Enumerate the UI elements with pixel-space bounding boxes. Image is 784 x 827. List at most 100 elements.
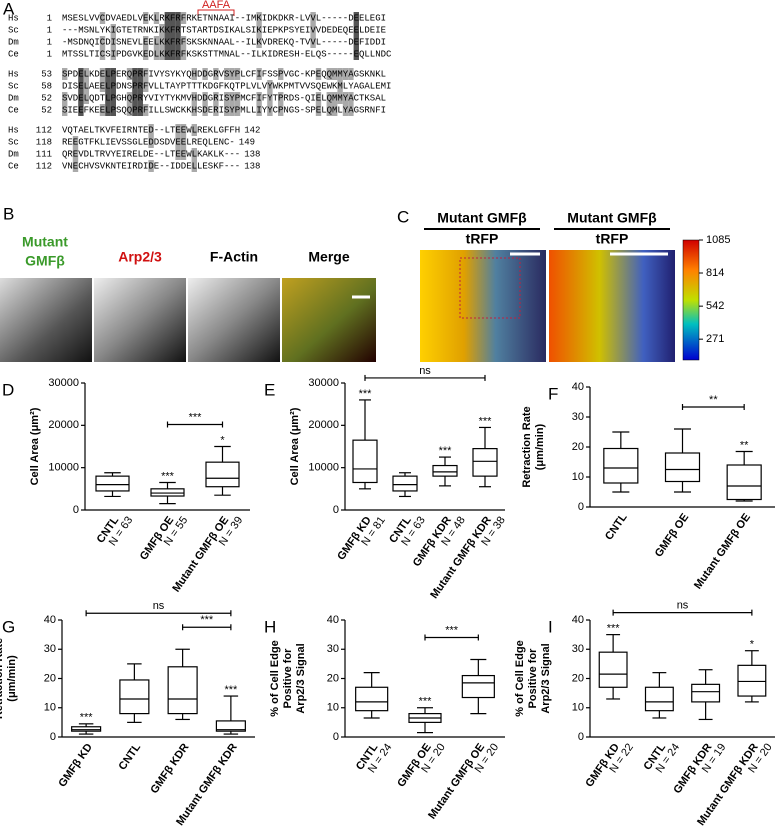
residue-shade: [337, 92, 343, 104]
residue-shade: [256, 68, 262, 80]
box: [432, 464, 458, 477]
panel-label: B: [3, 204, 14, 223]
residue-shade: [191, 160, 197, 172]
sequence: REEGTFKLIEVSSGLEDDSDVEELREQLENC-: [62, 137, 235, 147]
y-tick-label: 30000: [48, 377, 79, 389]
y-tick-label: 30: [44, 643, 56, 655]
panel-label: A: [3, 0, 15, 18]
residue-shade: [105, 104, 111, 116]
residue-shade: [342, 104, 349, 116]
residue-shade: [326, 92, 332, 104]
residue-shade: [326, 68, 332, 80]
box: [71, 726, 102, 732]
residue-shade: [148, 136, 154, 148]
residue-shade: [256, 24, 262, 36]
residue-shade: [202, 68, 208, 80]
image-header: Merge: [308, 249, 349, 265]
x-tick-label: Mutant GMFβ OE: [692, 512, 753, 592]
panel-b: B Mutant GMFβ Arp2/3 F-Actin Merge: [0, 204, 376, 362]
residue-shade: [83, 68, 89, 80]
residue-shade: [153, 12, 160, 24]
residue-shade: [105, 80, 111, 92]
panel-label: E: [264, 380, 275, 399]
sequence: DISELAEELPDNSPRFVLLTAYPTTTKDGFKQTPLVLVYW…: [62, 81, 391, 91]
box: [598, 651, 628, 688]
colorbar-label: 271: [706, 333, 724, 345]
species: Sc: [8, 81, 19, 91]
y-tick-label: 10000: [48, 462, 79, 474]
bracket-label: ns: [153, 600, 165, 612]
residue-shade: [132, 104, 138, 116]
micrograph: [94, 278, 186, 362]
box: [355, 686, 389, 712]
start-index: 118: [36, 137, 52, 147]
sequence: MSESLVVCDVAEDLVEKLRKFRFRKETNNAAI--IMKIDK…: [62, 13, 386, 23]
micrograph: [0, 278, 92, 362]
significance: ***: [419, 696, 433, 708]
residue-shade: [126, 92, 133, 104]
image-header: Mutant GMFβ: [567, 210, 657, 226]
significance: ***: [439, 445, 453, 457]
box: [392, 475, 418, 492]
colorbar: [682, 239, 700, 361]
residue-shade: [191, 68, 197, 80]
image-header: GMFβ: [25, 253, 65, 269]
y-axis-label: Arp2/3 Signal: [295, 643, 307, 713]
residue-shade: [110, 104, 116, 116]
residue-shade: [132, 80, 138, 92]
species: Dm: [8, 149, 19, 159]
image-header: Arp2/3: [118, 249, 162, 265]
significance: ***: [607, 623, 621, 635]
residue-shade: [332, 92, 338, 104]
species: Ce: [8, 49, 19, 59]
motif-label: AAFA: [202, 0, 231, 11]
y-tick-label: 30000: [308, 377, 339, 389]
y-axis-label: Cell Area (μm²): [289, 407, 301, 485]
significance: ***: [80, 712, 94, 724]
residue-shade: [267, 92, 273, 104]
residue-shade: [62, 92, 68, 104]
panel-label: I: [548, 617, 553, 636]
residue-shade: [164, 36, 170, 48]
residue-shade: [105, 68, 111, 80]
image-header: F-Actin: [210, 249, 258, 265]
residue-shade: [99, 80, 106, 92]
species: Dm: [8, 37, 19, 47]
residue-shade: [310, 36, 316, 48]
residue-shade: [180, 148, 187, 160]
residue-shade: [62, 104, 68, 116]
residue-shade: [175, 12, 181, 24]
x-tick-label: GMFβ KD: [56, 741, 95, 789]
y-tick-label: 0: [50, 731, 56, 743]
sequence: VQTAELTKVFEIRNTED--LTEEWLREKLGFFH: [62, 125, 240, 135]
residue-shade: [153, 48, 160, 60]
y-axis-label: Positive for: [527, 648, 539, 709]
y-tick-label: 40: [572, 614, 584, 626]
residue-shade: [337, 68, 343, 80]
residue-shade: [132, 68, 138, 80]
residue-shade: [143, 104, 149, 116]
residue-shade: [143, 80, 149, 92]
x-tick-label: CNTL: [117, 741, 144, 772]
box: [664, 452, 701, 483]
y-tick-label: 10: [327, 702, 339, 714]
residue-shade: [137, 68, 143, 80]
image-header: tRFP: [596, 231, 629, 247]
y-axis-label: Arp2/3 Signal: [540, 643, 552, 713]
residue-shade: [310, 24, 316, 36]
residue-shade: [332, 68, 338, 80]
y-axis-label: Retraction Rate: [0, 638, 5, 719]
residue-shade: [72, 136, 79, 148]
box: [167, 666, 198, 715]
species: Sc: [8, 137, 19, 147]
residue-shade: [110, 80, 116, 92]
y-tick-label: 20000: [48, 419, 79, 431]
residue-shade: [99, 68, 106, 80]
bracket-label: ns: [419, 365, 431, 377]
residue-shade: [191, 148, 197, 160]
box: [352, 439, 378, 484]
residue-shade: [78, 92, 84, 104]
residue-shade: [267, 80, 273, 92]
residue-shade: [213, 104, 219, 116]
residue-shade: [110, 36, 116, 48]
